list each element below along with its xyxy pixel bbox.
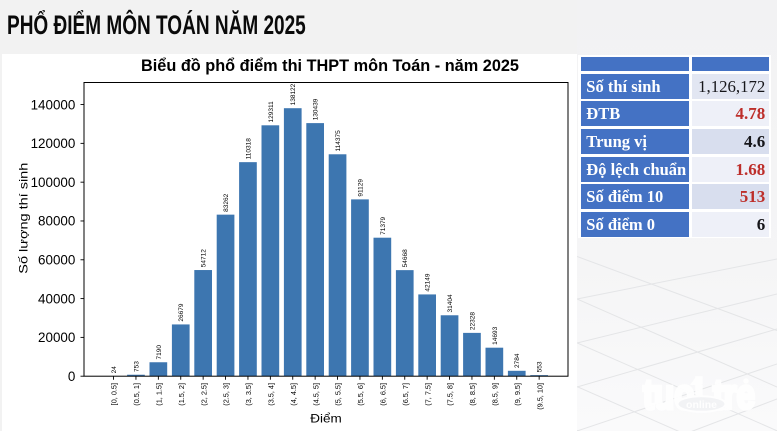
svg-text:54668: 54668 <box>402 249 409 267</box>
svg-text:753: 753 <box>133 361 140 372</box>
svg-text:(4.5, 5]: (4.5, 5] <box>311 383 320 406</box>
svg-text:(1.5, 2]: (1.5, 2] <box>177 383 186 406</box>
svg-text:42149: 42149 <box>425 273 432 291</box>
svg-text:[0, 0.5]: [0, 0.5] <box>110 383 119 405</box>
svg-text:Số lượng thí sinh: Số lượng thí sinh <box>16 163 30 274</box>
svg-text:(8.5, 9]: (8.5, 9] <box>490 383 499 406</box>
svg-text:(4, 4.5]: (4, 4.5] <box>289 383 298 406</box>
svg-text:60000: 60000 <box>38 252 75 267</box>
svg-text:(0.5, 1]: (0.5, 1] <box>132 383 141 406</box>
svg-text:31404: 31404 <box>447 294 454 312</box>
svg-text:(3.5, 4]: (3.5, 4] <box>266 383 275 406</box>
svg-text:20000: 20000 <box>38 330 75 345</box>
svg-text:7190: 7190 <box>156 345 163 360</box>
svg-text:100000: 100000 <box>31 175 76 190</box>
svg-text:40000: 40000 <box>38 291 75 306</box>
svg-text:553: 553 <box>537 361 544 372</box>
svg-text:online: online <box>686 399 717 411</box>
svg-text:(2.5, 3]: (2.5, 3] <box>222 383 231 406</box>
svg-text:54712: 54712 <box>201 249 208 267</box>
svg-text:(2, 2.5]: (2, 2.5] <box>199 383 208 406</box>
svg-text:PHỔ ĐIỂM MÔN TOÁN NĂM 2025: PHỔ ĐIỂM MÔN TOÁN NĂM 2025 <box>7 9 306 40</box>
svg-text:120000: 120000 <box>31 136 76 151</box>
svg-text:80000: 80000 <box>38 214 75 229</box>
svg-text:140000: 140000 <box>31 97 76 112</box>
svg-text:2784: 2784 <box>514 353 521 368</box>
svg-text:129311: 129311 <box>268 101 275 123</box>
svg-text:24: 24 <box>111 366 118 374</box>
svg-text:Điểm: Điểm <box>310 412 342 426</box>
svg-text:(6.5, 7]: (6.5, 7] <box>401 383 410 406</box>
svg-text:(7, 7.5]: (7, 7.5] <box>423 383 432 406</box>
svg-text:26679: 26679 <box>178 303 185 321</box>
svg-text:(9.5, 10]: (9.5, 10] <box>535 383 544 410</box>
svg-text:(6, 6.5]: (6, 6.5] <box>378 383 387 406</box>
svg-text:110318: 110318 <box>245 138 252 160</box>
svg-text:138122: 138122 <box>290 83 297 105</box>
svg-text:(5, 5.5]: (5, 5.5] <box>334 383 343 406</box>
svg-text:(1, 1.5]: (1, 1.5] <box>154 383 163 406</box>
svg-text:130439: 130439 <box>313 98 320 120</box>
svg-text:Biểu đồ phổ điểm thi THPT môn: Biểu đồ phổ điểm thi THPT môn Toán - năm… <box>141 57 519 75</box>
svg-text:22328: 22328 <box>469 312 476 330</box>
svg-text:83262: 83262 <box>223 193 230 211</box>
svg-text:91129: 91129 <box>357 179 364 197</box>
svg-text:(7.5, 8]: (7.5, 8] <box>446 383 455 406</box>
svg-text:(9, 9.5]: (9, 9.5] <box>513 383 522 406</box>
svg-text:71379: 71379 <box>380 216 387 234</box>
svg-text:0: 0 <box>68 369 75 384</box>
svg-text:114375: 114375 <box>335 130 342 152</box>
svg-text:(8, 8.5]: (8, 8.5] <box>468 383 477 406</box>
svg-text:(3, 3.5]: (3, 3.5] <box>244 383 253 406</box>
svg-text:14693: 14693 <box>492 326 499 344</box>
svg-text:(5.5, 6]: (5.5, 6] <box>356 383 365 406</box>
